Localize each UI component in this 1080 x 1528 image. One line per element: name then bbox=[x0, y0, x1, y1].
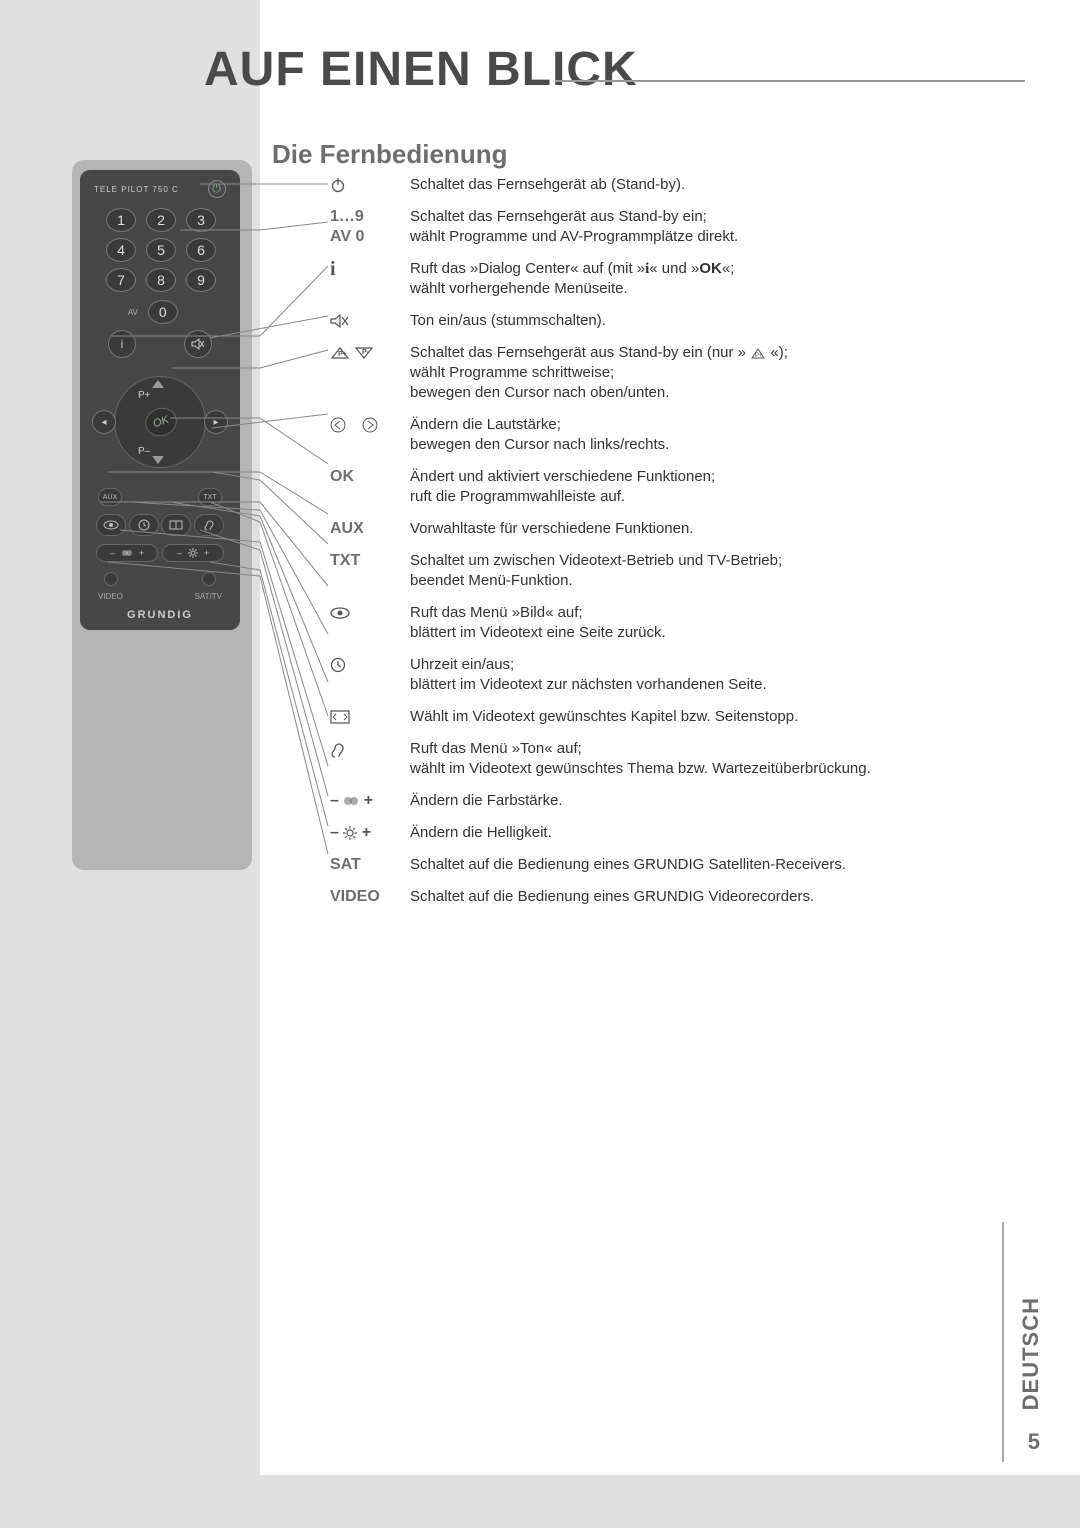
desc-text: Ändern die Helligkeit. bbox=[410, 823, 552, 843]
svg-text:P+: P+ bbox=[338, 351, 347, 358]
desc-key: P+ P- bbox=[330, 343, 410, 363]
desc-row: Ruft das Menü »Bild« auf;blättert im Vid… bbox=[330, 603, 1050, 643]
desc-key bbox=[330, 739, 410, 759]
desc-text: Vorwahltaste für verschiedene Funktionen… bbox=[410, 519, 694, 539]
desc-row: Ruft das Menü »Ton« auf;wählt im Videote… bbox=[330, 739, 1050, 779]
desc-key bbox=[330, 707, 410, 727]
desc-text: Schaltet auf die Bedienung eines GRUNDIG… bbox=[410, 887, 814, 907]
desc-key: SAT bbox=[330, 855, 410, 875]
desc-key bbox=[330, 175, 410, 195]
desc-text: Schaltet auf die Bedienung eines GRUNDIG… bbox=[410, 855, 846, 875]
desc-row: Ändern die Lautstärke;bewegen den Cursor… bbox=[330, 415, 1050, 455]
desc-row: Wählt im Videotext gewünschtes Kapitel b… bbox=[330, 707, 1050, 727]
desc-text: Uhrzeit ein/aus;blättert im Videotext zu… bbox=[410, 655, 767, 695]
callout-lines bbox=[0, 170, 330, 890]
desc-row: SATSchaltet auf die Bedienung eines GRUN… bbox=[330, 855, 1050, 875]
footer-side-line bbox=[1002, 1222, 1004, 1462]
desc-key: VIDEO bbox=[330, 887, 410, 907]
desc-text: Schaltet das Fernsehgerät aus Stand-by e… bbox=[410, 207, 738, 247]
desc-key: i bbox=[330, 259, 410, 281]
desc-key: OK bbox=[330, 467, 410, 487]
desc-text: Ton ein/aus (stummschalten). bbox=[410, 311, 606, 331]
desc-text: Schaltet das Fernsehgerät ab (Stand-by). bbox=[410, 175, 685, 195]
desc-row: OKÄndert und aktiviert verschiedene Funk… bbox=[330, 467, 1050, 507]
desc-row: TXTSchaltet um zwischen Videotext-Betrie… bbox=[330, 551, 1050, 591]
desc-row: – +Ändern die Helligkeit. bbox=[330, 823, 1050, 843]
desc-text: Schaltet das Fernsehgerät aus Stand-by e… bbox=[410, 343, 788, 403]
desc-text: Schaltet um zwischen Videotext-Betrieb u… bbox=[410, 551, 782, 591]
desc-text: Ruft das Menü »Ton« auf;wählt im Videote… bbox=[410, 739, 871, 779]
desc-text: Ändern die Lautstärke;bewegen den Cursor… bbox=[410, 415, 669, 455]
footer-page-number: 5 bbox=[1028, 1429, 1040, 1455]
desc-text: Ruft das »Dialog Center« auf (mit »i« un… bbox=[410, 259, 734, 299]
desc-row: P+ P- Schaltet das Fernsehgerät aus Stand-… bbox=[330, 343, 1050, 403]
desc-text: Ändert und aktiviert verschiedene Funkti… bbox=[410, 467, 715, 507]
svg-text:P-: P- bbox=[362, 349, 370, 356]
title-rule bbox=[555, 80, 1025, 82]
desc-text: Wählt im Videotext gewünschtes Kapitel b… bbox=[410, 707, 798, 727]
desc-key: AUX bbox=[330, 519, 410, 539]
desc-row: VIDEOSchaltet auf die Bedienung eines GR… bbox=[330, 887, 1050, 907]
desc-key bbox=[330, 415, 410, 435]
desc-row: 1…9AV 0Schaltet das Fernsehgerät aus Sta… bbox=[330, 207, 1050, 247]
desc-row: AUXVorwahltaste für verschiedene Funktio… bbox=[330, 519, 1050, 539]
desc-key: TXT bbox=[330, 551, 410, 571]
desc-text: Ändern die Farbstärke. bbox=[410, 791, 563, 811]
desc-row: Schaltet das Fernsehgerät ab (Stand-by). bbox=[330, 175, 1050, 195]
desc-key bbox=[330, 603, 410, 623]
description-list: Schaltet das Fernsehgerät ab (Stand-by).… bbox=[330, 175, 1050, 919]
desc-key: – + bbox=[330, 791, 410, 811]
section-subtitle: Die Fernbedienung bbox=[272, 139, 507, 170]
desc-row: Uhrzeit ein/aus;blättert im Videotext zu… bbox=[330, 655, 1050, 695]
desc-key bbox=[330, 311, 410, 331]
desc-text: Ruft das Menü »Bild« auf;blättert im Vid… bbox=[410, 603, 666, 643]
page-title: AUF EINEN BLICK bbox=[204, 42, 638, 97]
desc-row: iRuft das »Dialog Center« auf (mit »i« u… bbox=[330, 259, 1050, 299]
footer-grey-bar bbox=[0, 1475, 1080, 1528]
desc-key: 1…9AV 0 bbox=[330, 207, 410, 247]
footer-language: DEUTSCH bbox=[1018, 1297, 1044, 1410]
desc-key: – + bbox=[330, 823, 410, 843]
desc-key bbox=[330, 655, 410, 675]
svg-text:P+: P+ bbox=[755, 353, 763, 359]
desc-row: – +Ändern die Farbstärke. bbox=[330, 791, 1050, 811]
desc-row: Ton ein/aus (stummschalten). bbox=[330, 311, 1050, 331]
